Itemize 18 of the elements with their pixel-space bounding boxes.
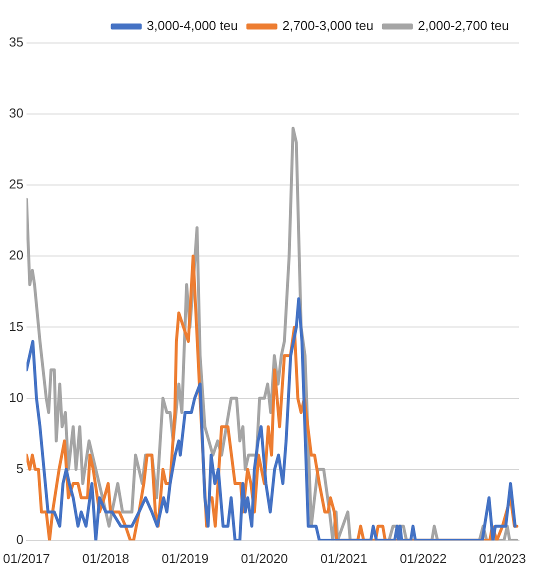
x-tick-label: 01/2019 <box>162 550 209 566</box>
y-tick-label: 10 <box>9 390 24 405</box>
x-tick-label: 01/2023 <box>478 550 526 566</box>
x-tick-label: 01/2020 <box>240 550 288 566</box>
legend-label: 2,000-2,700 teu <box>418 18 509 34</box>
y-tick-label: 0 <box>16 532 24 547</box>
x-tick-label: 01/2021 <box>320 550 368 566</box>
y-tick-label: 30 <box>9 106 24 121</box>
y-tick-label: 5 <box>16 460 24 476</box>
x-tick-label: 01/2022 <box>400 550 447 566</box>
y-tick-label: 25 <box>9 176 24 192</box>
legend-label: 3,000-4,000 teu <box>146 18 238 34</box>
y-tick-label: 35 <box>9 34 24 50</box>
x-tick-label: 01/2017 <box>2 550 50 566</box>
y-tick-label: 15 <box>9 318 24 334</box>
y-tick-label: 20 <box>9 248 24 263</box>
x-tick-label: 01/2018 <box>82 550 130 566</box>
legend-label: 2,700-3,000 teu <box>282 18 374 34</box>
